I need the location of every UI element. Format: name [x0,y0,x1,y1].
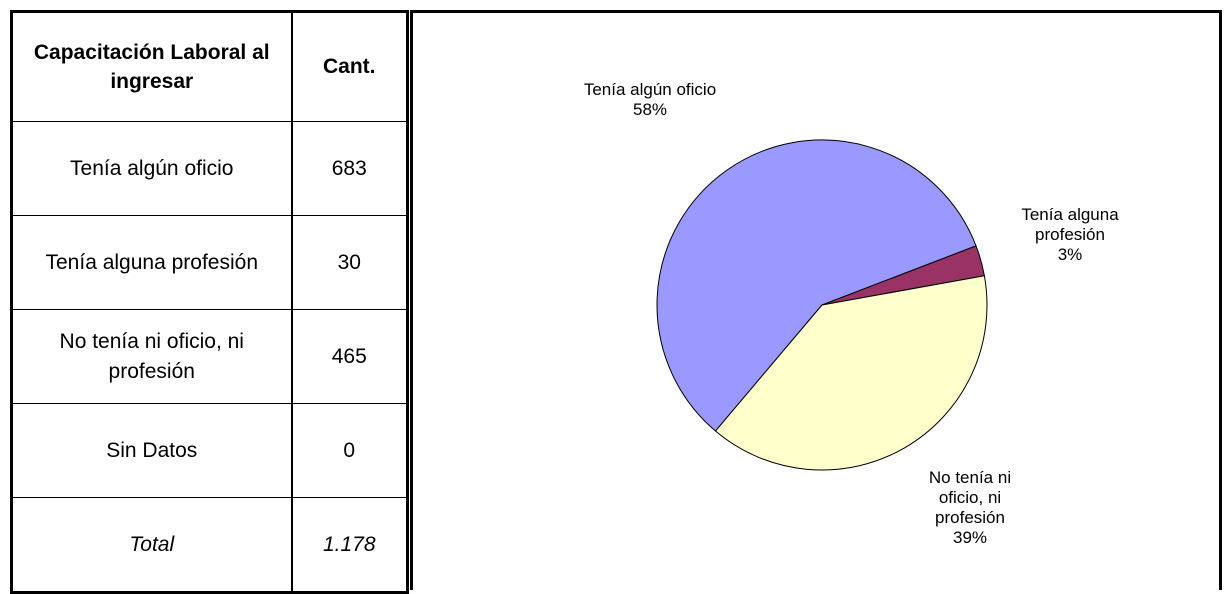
header-cell: Cant. [291,11,408,122]
cell: Sin Datos [11,403,293,498]
header-row: Capacitación Laboral al ingresar Cant. [11,11,408,122]
slice-label: Tenía algún oficio 58% [575,80,725,120]
cell: 30 [291,215,408,310]
cell: 0 [291,403,408,498]
row: Tenía algún oficio 683 [11,121,408,216]
cell: 465 [291,309,408,404]
header-cell: Capacitación Laboral al ingresar [11,11,293,122]
slice-label: Tenía alguna profesión 3% [985,205,1155,265]
cell: No tenía ni oficio, ni profesión [11,309,293,404]
row: Sin Datos 0 [11,403,408,498]
row: No tenía ni oficio, ni profesión 465 [11,309,408,404]
slice-percent: 39% [952,528,988,547]
slice-percent: 58% [632,100,668,119]
slice-name: Tenía alguna profesión [1021,205,1119,244]
data-table: Capacitación Laboral al ingresar Cant. T… [10,10,409,594]
pie-slice [714,275,988,471]
slice-name: No tenía ni oficio, ni profesión [928,468,1012,527]
cell: Tenía alguna profesión [11,215,293,310]
cell: Tenía algún oficio [11,121,293,216]
total-row: Total 1.178 [11,497,408,593]
chart-frame [410,10,1222,590]
slice-name: Tenía algún oficio [583,80,717,99]
row: Tenía alguna profesión 30 [11,215,408,310]
pie-slice [656,139,977,432]
slice-label: No tenía ni oficio, ni profesión 39% [905,468,1035,548]
slice-percent: 3% [1057,245,1083,264]
